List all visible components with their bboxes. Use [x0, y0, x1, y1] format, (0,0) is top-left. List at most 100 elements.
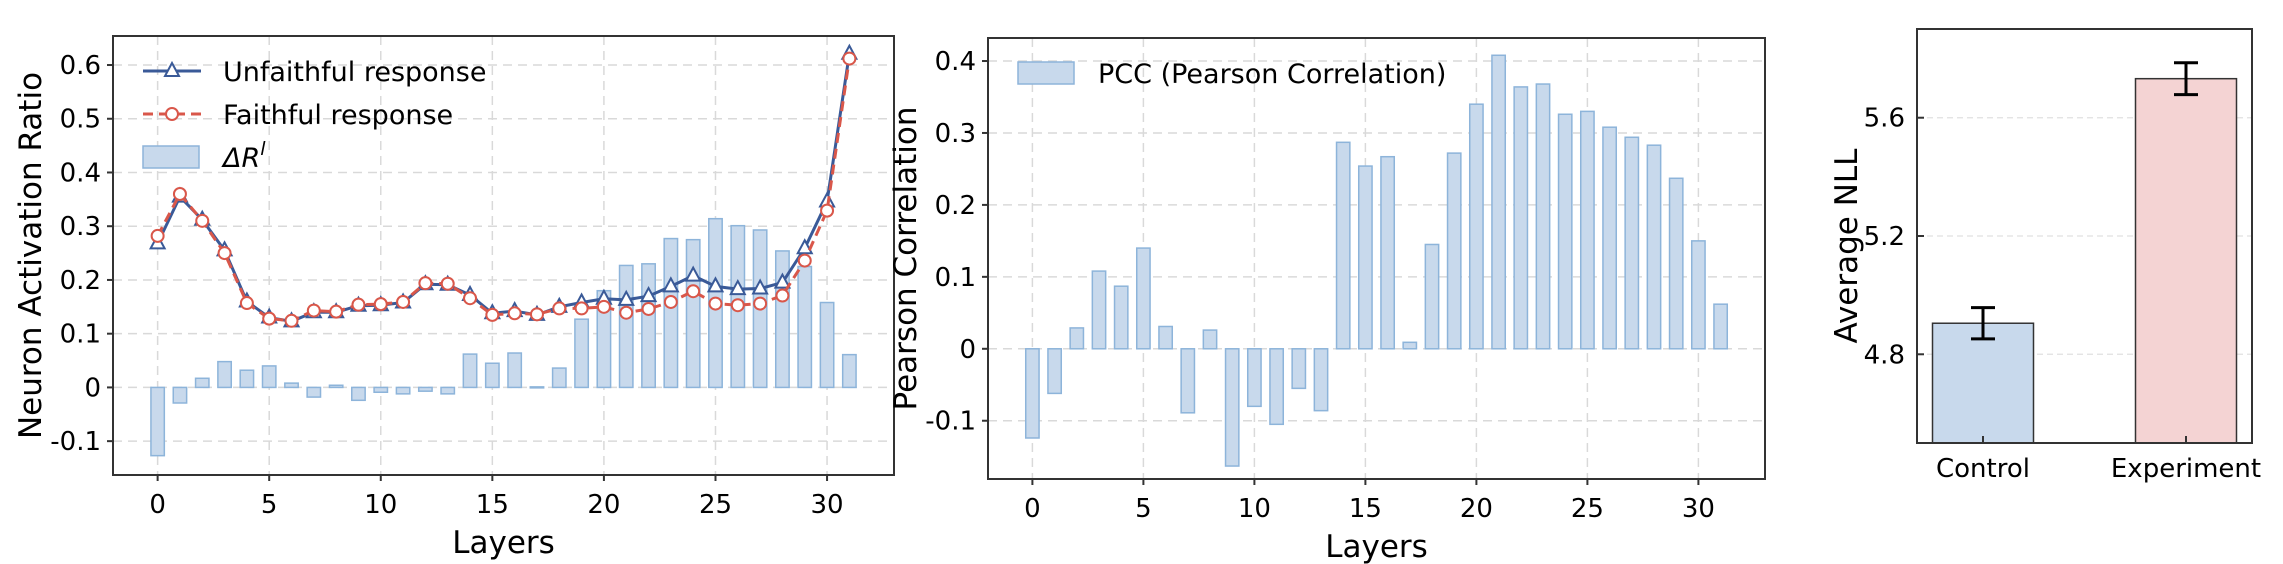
x-tick-label: 30	[1682, 494, 1715, 524]
x-tick-label: Control	[1936, 454, 2030, 484]
circle-marker	[373, 297, 388, 312]
circle-marker	[418, 276, 433, 291]
legend-label: ΔRl	[221, 138, 266, 174]
y-tick-label: 5.2	[1864, 222, 1905, 252]
triangle-marker	[796, 238, 814, 255]
x-tick-label: 25	[1571, 494, 1604, 524]
triangle-marker	[773, 272, 792, 289]
legend-label: Faithful response	[223, 100, 453, 131]
legend-label-text: ΔR	[221, 143, 260, 174]
y-tick-label: 0.4	[935, 47, 976, 77]
y-tick-label: 4.8	[1864, 340, 1905, 370]
circle-marker	[686, 284, 701, 299]
circle-marker	[730, 298, 745, 313]
circle-marker	[329, 304, 344, 319]
y-tick-label: 0.6	[60, 51, 101, 81]
bar	[440, 386, 456, 395]
circle-marker	[797, 253, 812, 268]
circle-marker	[396, 294, 411, 309]
triangle-marker	[729, 278, 747, 296]
bar	[797, 265, 813, 389]
bar	[1024, 348, 1040, 439]
bar	[529, 386, 545, 389]
bar	[1713, 303, 1729, 350]
circle-marker	[842, 51, 857, 66]
bar	[1690, 240, 1706, 350]
bar	[1602, 126, 1618, 350]
bar	[1646, 144, 1662, 350]
axes-frame	[987, 37, 1766, 480]
triangle-marker	[617, 289, 635, 306]
circle-marker	[150, 228, 165, 243]
series-line	[156, 58, 851, 323]
bar	[1380, 155, 1396, 350]
bar	[774, 250, 790, 389]
x-tick-label: Experiment	[2111, 454, 2261, 484]
pearson-correlation-panel: 0 5 10 15 20 25 30 -0.1 0 0.1 0.2 0.3 0.4 Layers Pears…	[888, 37, 1766, 564]
x-tick-label: 10	[364, 490, 397, 520]
y-tick-label: 0.1	[60, 320, 101, 350]
y-tick-label: 0.1	[935, 263, 976, 293]
bar	[618, 264, 634, 389]
x-axis-label: Layers	[1325, 529, 1428, 564]
axes-frame	[112, 35, 895, 476]
bar	[1535, 83, 1551, 350]
bar	[328, 384, 344, 389]
y-tick-label: 0.4	[60, 158, 101, 188]
legend-label-text: PCC (Pearson Correlation)	[1098, 59, 1446, 90]
bar	[819, 301, 835, 389]
bar	[1091, 270, 1107, 350]
circle-marker	[195, 213, 210, 228]
y-tick-label: 0.2	[60, 266, 101, 296]
circle-marker	[619, 305, 634, 320]
x-tick-label: 20	[1460, 494, 1493, 524]
bar	[1069, 327, 1085, 350]
bar	[1357, 165, 1373, 350]
bar	[1446, 152, 1462, 350]
circle-marker	[775, 288, 790, 303]
circle-marker	[507, 306, 522, 321]
bar	[373, 386, 389, 394]
circle-marker	[529, 307, 544, 322]
bar	[574, 318, 590, 389]
bar	[1579, 110, 1595, 350]
x-tick-label: 5	[1135, 494, 1152, 524]
circle-marker	[663, 294, 678, 309]
circle-marker	[641, 301, 656, 316]
bar	[841, 353, 857, 389]
bar	[484, 362, 500, 389]
circle-marker	[753, 296, 768, 311]
x-tick-label: 25	[699, 490, 732, 520]
bar-control	[1931, 322, 2035, 444]
legend-triangle-marker	[163, 60, 181, 77]
bar	[351, 386, 366, 402]
y-tick-label: -0.1	[925, 407, 976, 437]
x-tick-label: 15	[476, 490, 509, 520]
triangle-marker	[639, 285, 658, 303]
legend-label-superscript: l	[260, 138, 266, 160]
circle-marker	[820, 203, 835, 218]
circle-marker	[217, 246, 232, 261]
y-axis-label: Neuron Activation Ratio	[13, 72, 49, 439]
y-tick-label: 0	[959, 335, 976, 365]
triangle-marker	[751, 278, 769, 295]
bar	[1513, 86, 1529, 350]
bar-experiment	[2134, 77, 2238, 444]
legend-swatch	[142, 145, 200, 169]
bar	[1158, 325, 1174, 350]
bar	[1624, 136, 1640, 350]
y-axis-label: Average NLL	[1829, 148, 1865, 344]
bar	[1335, 141, 1351, 350]
circle-marker	[552, 301, 567, 316]
y-tick-label: 0	[84, 373, 101, 403]
legend-circle-marker	[165, 107, 179, 121]
y-tick-label: 5.6	[1864, 104, 1905, 134]
circle-marker	[172, 186, 187, 201]
y-axis-label: Pearson Correlation	[888, 107, 924, 411]
bar	[194, 377, 210, 389]
x-tick-label: 0	[149, 490, 166, 520]
bar	[1402, 341, 1418, 350]
y-tick-label: 0.3	[60, 212, 101, 242]
bar	[172, 386, 188, 404]
triangle-marker	[706, 276, 725, 293]
